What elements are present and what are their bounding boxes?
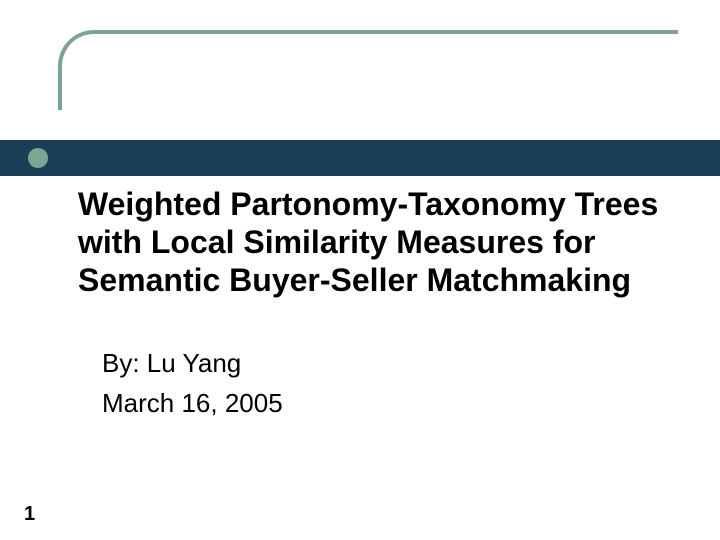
author-line: By: Lu Yang xyxy=(102,348,241,379)
page-number: 1 xyxy=(24,503,35,526)
bullet-dot-icon xyxy=(28,148,48,168)
title-bar xyxy=(0,140,720,176)
date-line: March 16, 2005 xyxy=(102,388,283,419)
corner-accent xyxy=(58,30,678,110)
slide-title: Weighted Partonomy-Taxonomy Trees with L… xyxy=(78,186,698,299)
